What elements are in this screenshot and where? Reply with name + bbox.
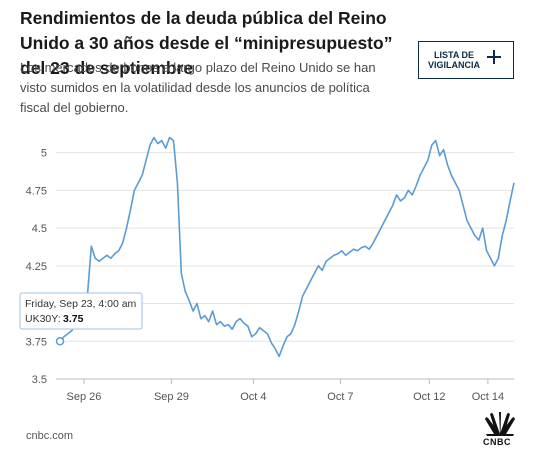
add-to-watchlist-button[interactable]: LISTA DE VIGILANCIA (418, 41, 514, 79)
y-tick-label: 4.75 (26, 185, 47, 197)
cnbc-peacock-logo (485, 412, 515, 436)
y-tick-label: 3.75 (26, 336, 47, 348)
plus-icon (487, 50, 501, 64)
cnbc-wordmark: CNBC (483, 437, 511, 447)
tooltip-date: Friday, Sep 23, 4:00 am (25, 298, 137, 310)
tooltip-anchor-point (55, 337, 65, 346)
chart-subtitle: Los mercados de bonos a largo plazo del … (20, 60, 376, 115)
y-tick-label: 4.25 (26, 261, 47, 273)
source-credit: cnbc.com (26, 430, 74, 442)
y-tick-label: 3.5 (32, 374, 47, 386)
x-tick-label: Sep 29 (154, 391, 189, 403)
tooltip-series-label: UK30Y: (25, 313, 61, 325)
x-tick-label: Oct 14 (472, 391, 504, 403)
x-tick-label: Sep 26 (67, 391, 102, 403)
tooltip-box (19, 292, 143, 330)
chart-title: Rendimientos de la deuda pública del Rei… (20, 8, 393, 78)
x-tick-label: Oct 7 (327, 391, 353, 403)
y-tick-label: 5 (41, 148, 47, 160)
x-tick-label: Oct 4 (240, 391, 266, 403)
x-tick-label: Oct 12 (413, 391, 445, 403)
y-tick-label: 4.5 (32, 223, 47, 235)
tooltip-value: 3.75 (63, 313, 84, 325)
series-line-uk30y (59, 136, 515, 358)
watchlist-label: LISTA DE VIGILANCIA (427, 50, 480, 70)
